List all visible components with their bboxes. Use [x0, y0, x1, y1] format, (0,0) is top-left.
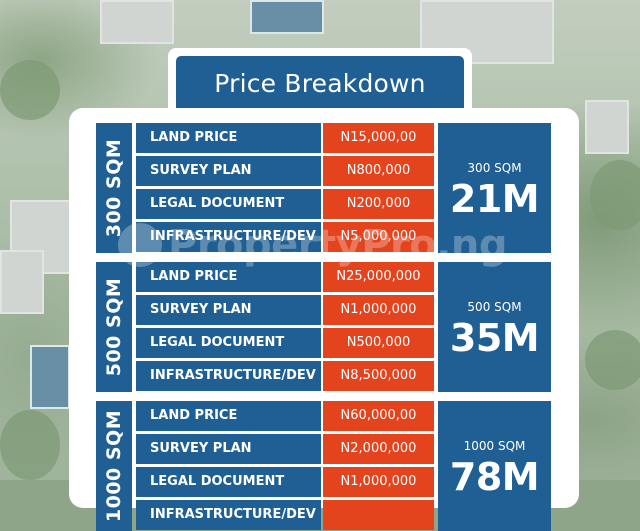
- item-label: LAND PRICE: [136, 262, 321, 292]
- item-price: N500,000: [323, 328, 434, 358]
- item-price: N60,000,00: [323, 401, 434, 431]
- section-1000-sqm: 1000 SQM LAND PRICE N60,000,00 SURVEY PL…: [96, 401, 551, 531]
- price-rows: LAND PRICE N25,000,000 SURVEY PLAN N1,00…: [136, 262, 434, 392]
- section-500-sqm: 500 SQM LAND PRICE N25,000,000 SURVEY PL…: [96, 262, 551, 392]
- item-price: N1,000,000: [323, 295, 434, 325]
- table-row: SURVEY PLAN N1,000,000: [136, 295, 434, 325]
- header-banner: Price Breakdown: [176, 56, 464, 110]
- table-row: SURVEY PLAN N2,000,000: [136, 434, 434, 464]
- item-price: N800,000: [323, 156, 434, 186]
- total-label: 500 SQM: [467, 300, 522, 314]
- total-label: 1000 SQM: [463, 439, 526, 453]
- total-label: 300 SQM: [467, 161, 522, 175]
- section-label: 300 SQM: [96, 123, 132, 253]
- item-price: N5,000,000: [323, 222, 434, 252]
- table-row: INFRASTRUCTURE/DEV N5,000,000: [136, 222, 434, 252]
- table-row: SURVEY PLAN N800,000: [136, 156, 434, 186]
- item-price: N1,000,000: [323, 467, 434, 497]
- section-300-sqm: 300 SQM LAND PRICE N15,000,00 SURVEY PLA…: [96, 123, 551, 253]
- item-label: SURVEY PLAN: [136, 156, 321, 186]
- price-rows: LAND PRICE N60,000,00 SURVEY PLAN N2,000…: [136, 401, 434, 531]
- item-label: LEGAL DOCUMENT: [136, 189, 321, 219]
- item-price: N2,000,000: [323, 434, 434, 464]
- table-row: LEGAL DOCUMENT N500,000: [136, 328, 434, 358]
- item-price: N200,000: [323, 189, 434, 219]
- item-label: INFRASTRUCTURE/DEV: [136, 500, 321, 530]
- item-label: LEGAL DOCUMENT: [136, 328, 321, 358]
- total-amount: 78M: [449, 455, 540, 499]
- item-label: SURVEY PLAN: [136, 434, 321, 464]
- table-row: LEGAL DOCUMENT N1,000,000: [136, 467, 434, 497]
- item-label: LEGAL DOCUMENT: [136, 467, 321, 497]
- table-row: INFRASTRUCTURE/DEV: [136, 500, 434, 530]
- total-amount: 35M: [449, 316, 540, 360]
- item-label: INFRASTRUCTURE/DEV: [136, 361, 321, 391]
- section-label: 1000 SQM: [96, 401, 132, 531]
- table-row: LAND PRICE N15,000,00: [136, 123, 434, 153]
- table-row: LAND PRICE N60,000,00: [136, 401, 434, 431]
- total-box: 500 SQM 35M: [438, 262, 551, 392]
- item-price: N15,000,00: [323, 123, 434, 153]
- item-label: SURVEY PLAN: [136, 295, 321, 325]
- total-box: 300 SQM 21M: [438, 123, 551, 253]
- table-row: LAND PRICE N25,000,000: [136, 262, 434, 292]
- header-tab: Price Breakdown: [168, 48, 472, 110]
- table-row: LEGAL DOCUMENT N200,000: [136, 189, 434, 219]
- total-amount: 21M: [449, 177, 540, 221]
- total-box: 1000 SQM 78M: [438, 401, 551, 531]
- item-label: LAND PRICE: [136, 401, 321, 431]
- price-rows: LAND PRICE N15,000,00 SURVEY PLAN N800,0…: [136, 123, 434, 253]
- item-label: INFRASTRUCTURE/DEV: [136, 222, 321, 252]
- item-price: N8,500,000: [323, 361, 434, 391]
- page-title: Price Breakdown: [214, 68, 426, 98]
- section-label: 500 SQM: [96, 262, 132, 392]
- item-price: N25,000,000: [323, 262, 434, 292]
- item-label: LAND PRICE: [136, 123, 321, 153]
- table-row: INFRASTRUCTURE/DEV N8,500,000: [136, 361, 434, 391]
- item-price: [323, 500, 434, 530]
